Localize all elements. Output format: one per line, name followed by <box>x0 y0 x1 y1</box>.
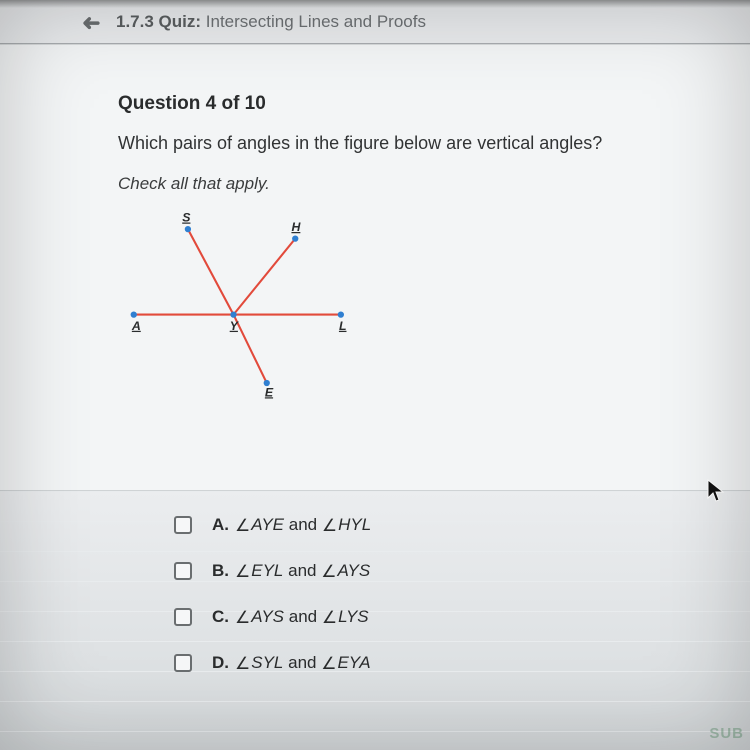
answer-list: A.∠AYE and ∠HYL B.∠EYL and ∠AYS C.∠AYS and… <box>174 502 371 686</box>
svg-text:S: S <box>182 212 191 225</box>
quiz-section: 1.7.3 <box>116 12 154 31</box>
svg-text:L: L <box>339 319 347 333</box>
answer-checkbox[interactable] <box>174 654 192 672</box>
angle-figure: SHALEY <box>108 212 378 402</box>
svg-text:A: A <box>131 319 141 333</box>
answer-checkbox[interactable] <box>174 608 192 626</box>
answer-option[interactable]: A.∠AYE and ∠HYL <box>174 502 371 548</box>
answer-label: A.∠AYE and ∠HYL <box>212 515 371 535</box>
question-text: Which pairs of angles in the figure belo… <box>118 133 678 154</box>
answer-option[interactable]: B.∠EYL and ∠AYS <box>174 548 371 594</box>
answer-label: D.∠SYL and ∠EYA <box>212 653 371 673</box>
answer-option[interactable]: C.∠AYS and ∠LYS <box>174 594 371 640</box>
quiz-name: Intersecting Lines and Proofs <box>206 12 426 31</box>
submit-button[interactable]: SUB <box>709 725 744 742</box>
answer-option[interactable]: D.∠SYL and ∠EYA <box>174 640 371 686</box>
answer-checkbox[interactable] <box>174 562 192 580</box>
answer-label: B.∠EYL and ∠AYS <box>212 561 370 581</box>
ruled-background <box>0 490 750 750</box>
quiz-title: 1.7.3 Quiz: Intersecting Lines and Proof… <box>116 12 426 32</box>
svg-text:H: H <box>291 220 301 234</box>
top-shadow <box>0 0 750 8</box>
quiz-kind: Quiz: <box>159 12 202 31</box>
svg-text:E: E <box>265 385 274 399</box>
figure-svg: SHALEY <box>108 212 378 402</box>
question-number: Question 4 of 10 <box>118 93 750 115</box>
answer-checkbox[interactable] <box>174 516 192 534</box>
back-icon[interactable]: ➜ <box>82 10 100 36</box>
cursor-icon <box>706 478 726 510</box>
question-instruction: Check all that apply. <box>118 174 750 194</box>
answer-label: C.∠AYS and ∠LYS <box>212 607 369 627</box>
